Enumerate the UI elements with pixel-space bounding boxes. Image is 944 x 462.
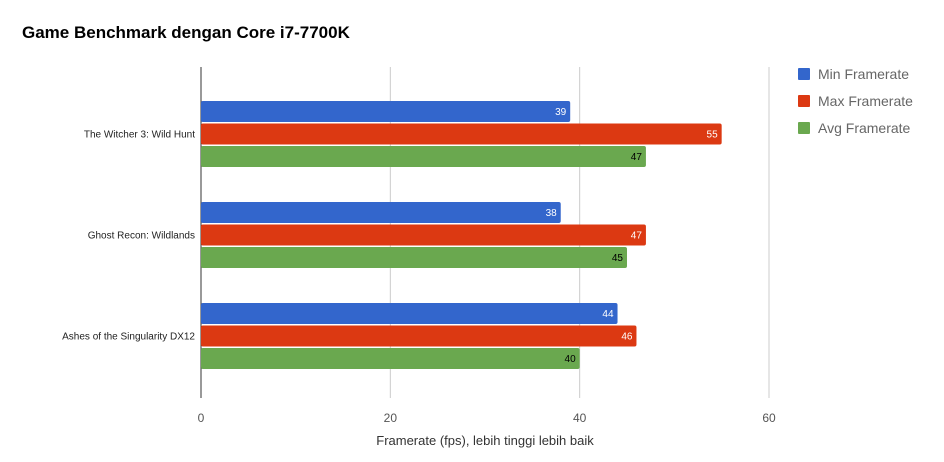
data-label: 47 [631, 152, 643, 163]
x-axis-ticks: 0 20 40 60 [198, 411, 776, 425]
category-labels: The Witcher 3: Wild Hunt Ghost Recon: Wil… [62, 130, 195, 343]
bar-avg-framerate[interactable] [201, 247, 627, 268]
data-label: 55 [707, 130, 719, 141]
x-tick-label: 20 [384, 411, 398, 425]
legend-swatch [798, 68, 810, 80]
data-label: 45 [612, 253, 624, 264]
chart-title: Game Benchmark dengan Core i7-7700K [22, 23, 351, 42]
data-label: 39 [555, 107, 567, 118]
bar-min-framerate[interactable] [201, 101, 571, 122]
bar-min-framerate[interactable] [201, 202, 561, 223]
bar-avg-framerate[interactable] [201, 146, 646, 167]
legend-swatch [798, 95, 810, 107]
data-label: 40 [565, 354, 577, 365]
data-label: 44 [602, 309, 614, 320]
data-label: 47 [631, 231, 643, 242]
bars: 39 55 47 38 47 45 44 46 40 [201, 101, 722, 369]
category-label: Ashes of the Singularity DX12 [62, 332, 195, 343]
legend-label: Max Framerate [818, 93, 913, 109]
legend-item-max-framerate[interactable]: Max Framerate [798, 93, 913, 109]
bar-max-framerate[interactable] [201, 224, 646, 246]
x-tick-label: 60 [762, 411, 776, 425]
bar-max-framerate[interactable] [201, 325, 637, 347]
bar-avg-framerate[interactable] [201, 348, 580, 369]
legend-item-avg-framerate[interactable]: Avg Framerate [798, 120, 911, 136]
legend-swatch [798, 122, 810, 134]
bar-max-framerate[interactable] [201, 123, 722, 145]
data-label: 46 [621, 332, 633, 343]
x-axis-title: Framerate (fps), lebih tinggi lebih baik [376, 433, 594, 448]
bar-min-framerate[interactable] [201, 303, 618, 324]
data-label: 38 [546, 208, 558, 219]
x-tick-label: 0 [198, 411, 205, 425]
category-label: The Witcher 3: Wild Hunt [84, 130, 195, 141]
legend-item-min-framerate[interactable]: Min Framerate [798, 66, 909, 82]
category-label: Ghost Recon: Wildlands [88, 231, 195, 242]
legend[interactable]: Min Framerate Max Framerate Avg Framerate [798, 66, 913, 136]
legend-label: Avg Framerate [818, 120, 911, 136]
x-tick-label: 40 [573, 411, 587, 425]
legend-label: Min Framerate [818, 66, 909, 82]
